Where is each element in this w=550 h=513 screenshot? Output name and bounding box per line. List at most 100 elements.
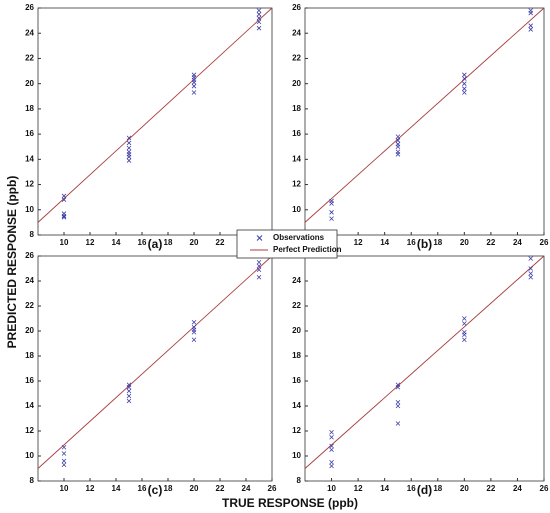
- subplot-label: (c): [148, 483, 163, 497]
- y-tick-label: 20: [292, 326, 301, 335]
- observation-point: [395, 384, 401, 390]
- observation-point: [61, 458, 67, 464]
- y-tick-label: 24: [25, 28, 34, 37]
- legend-label: Observations: [273, 233, 325, 242]
- observation-point: [126, 393, 132, 399]
- y-tick-label: 26: [25, 251, 34, 260]
- observation-point: [528, 274, 534, 280]
- subplot: 10 12 14 16 18 20 22 24 26 8 10 12 14 16 18 20 22 24 26 (c): [25, 251, 277, 497]
- x-tick-label: 16: [407, 484, 416, 493]
- y-tick-label: 16: [25, 129, 34, 138]
- y-tick-label: 22: [292, 54, 301, 63]
- y-tick-label: 12: [292, 426, 301, 435]
- y-tick-label: 22: [292, 301, 301, 310]
- x-tick-label: 18: [433, 238, 442, 247]
- observation-point: [126, 384, 132, 390]
- observation-point: [329, 201, 334, 206]
- observation-point: [395, 421, 401, 426]
- y-tick-label: 14: [292, 401, 301, 410]
- observation-point: [462, 332, 467, 338]
- y-tick-label: 16: [292, 129, 301, 138]
- subplot-label: (d): [417, 483, 432, 497]
- x-tick-label: 14: [380, 238, 389, 247]
- observation-point: [61, 451, 67, 456]
- observation-point: [462, 81, 467, 86]
- legend-marker: [256, 235, 263, 241]
- observation-point: [256, 19, 262, 25]
- observation-point: [528, 266, 534, 271]
- perfect-prediction-line: [37, 7, 273, 223]
- observation-point: [329, 447, 334, 453]
- x-tick-label: 22: [216, 484, 225, 493]
- y-tick-label: 18: [25, 104, 34, 113]
- y-tick-label: 20: [25, 79, 34, 88]
- legend-label: Perfect Prediction: [273, 245, 342, 254]
- perfect-prediction-line: [304, 255, 545, 469]
- y-tick-label: 14: [25, 401, 34, 410]
- x-tick-label: 18: [164, 238, 173, 247]
- y-tick-label: 12: [25, 180, 34, 189]
- observation-point: [462, 86, 467, 91]
- observation-point: [126, 154, 132, 160]
- observation-point: [256, 8, 262, 13]
- observation-point: [329, 210, 334, 215]
- observation-point: [462, 337, 467, 343]
- y-tick-label: 10: [292, 451, 301, 460]
- x-tick-label: 26: [540, 238, 549, 247]
- observation-point: [395, 403, 401, 409]
- observation-point: [191, 80, 197, 85]
- y-tick-label: 24: [292, 28, 301, 37]
- x-tick-label: 12: [354, 238, 363, 247]
- observation-point: [126, 140, 132, 146]
- observation-point: [462, 316, 467, 321]
- observation-point: [256, 12, 262, 17]
- x-tick-label: 12: [86, 484, 95, 493]
- y-tick-label: 22: [25, 301, 34, 310]
- observation-point: [256, 263, 262, 269]
- observation-point: [191, 329, 197, 335]
- x-tick-label: 12: [86, 238, 95, 247]
- y-tick-label: 22: [25, 54, 34, 63]
- observation-point: [395, 144, 401, 150]
- x-tick-label: 18: [433, 484, 442, 493]
- x-tick-label: 16: [138, 484, 147, 493]
- observation-point: [329, 459, 334, 465]
- x-tick-label: 14: [112, 484, 121, 493]
- observation-point: [256, 274, 262, 280]
- observation-point: [329, 434, 334, 440]
- plot-area: [37, 255, 273, 482]
- x-tick-label: 20: [460, 238, 469, 247]
- subplot-label: (a): [148, 237, 163, 251]
- observation-point: [329, 429, 334, 435]
- y-tick-label: 18: [25, 351, 34, 360]
- x-tick-label: 18: [164, 484, 173, 493]
- y-tick-label: 18: [292, 351, 301, 360]
- observation-point: [462, 321, 467, 326]
- observation-point: [462, 72, 467, 78]
- observation-point: [462, 90, 467, 95]
- x-tick-label: 26: [268, 484, 277, 493]
- subplot-label: (b): [417, 237, 432, 251]
- x-tick-label: 22: [486, 238, 495, 247]
- observation-point: [61, 213, 67, 219]
- y-tick-label: 24: [25, 276, 34, 285]
- x-tick-label: 16: [407, 238, 416, 247]
- observation-point: [126, 145, 132, 151]
- y-tick-label: 16: [292, 376, 301, 385]
- observation-point: [191, 319, 197, 325]
- observation-point: [126, 398, 132, 404]
- y-axis-label: PREDICTED RESPONSE (ppb): [5, 176, 19, 349]
- observation-point: [395, 399, 401, 405]
- y-tick-label: 8: [30, 230, 35, 239]
- x-tick-label: 14: [380, 484, 389, 493]
- plot-area: [37, 7, 273, 236]
- plot-area: [304, 7, 545, 236]
- x-tick-label: 26: [540, 484, 549, 493]
- y-tick-label: 10: [292, 205, 301, 214]
- y-tick-label: 12: [292, 180, 301, 189]
- x-tick-label: 14: [112, 238, 121, 247]
- x-tick-label: 22: [216, 238, 225, 247]
- observation-point: [528, 256, 534, 261]
- observation-point: [61, 462, 67, 468]
